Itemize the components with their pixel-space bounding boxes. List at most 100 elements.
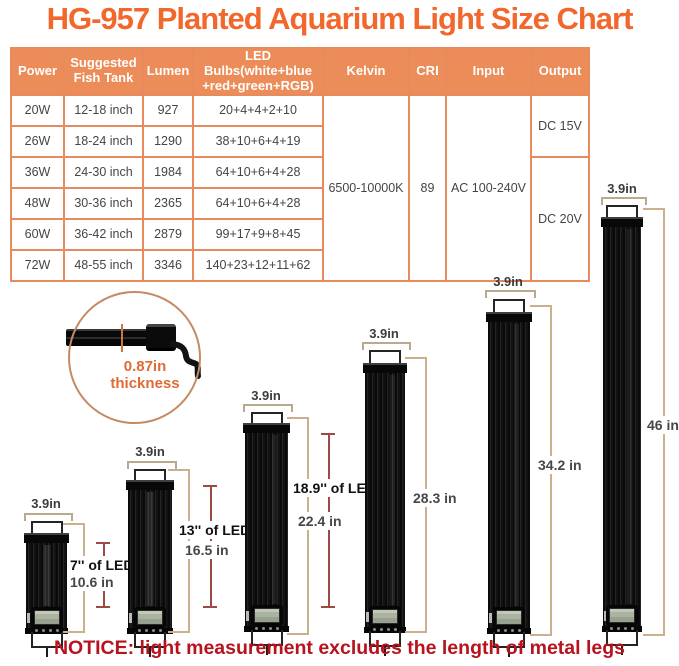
light1-length-label: 10.6 in xyxy=(67,573,117,591)
pointer-pin xyxy=(45,648,48,657)
light4-width-label: 3.9in xyxy=(369,326,399,341)
body-highlight xyxy=(626,229,632,604)
cell-lumen: 2365 xyxy=(142,186,194,220)
page-title: HG-957 Planted Aquarium Light Size Chart xyxy=(46,1,634,36)
header-power: Power xyxy=(10,47,65,96)
end-cap xyxy=(25,628,68,634)
light3-width-bracket xyxy=(243,404,293,412)
pointer-pin xyxy=(621,646,623,655)
light-bar xyxy=(486,312,532,634)
end-cap xyxy=(602,626,642,632)
pointer-pin xyxy=(384,647,386,656)
lcd-display xyxy=(33,610,60,625)
light-bar xyxy=(243,423,290,632)
cell-tank: 24-30 inch xyxy=(63,155,144,189)
cell-tank: 12-18 inch xyxy=(63,93,144,127)
metal-legs-top xyxy=(493,299,525,314)
light-unit-4 xyxy=(363,350,407,656)
brand-tag xyxy=(604,611,607,621)
light1-width-bracket xyxy=(24,513,73,521)
brand-tag xyxy=(27,613,30,623)
end-cap xyxy=(363,363,407,373)
metal-legs-top xyxy=(369,350,401,365)
light-unit-2 xyxy=(126,469,174,657)
control-buttons xyxy=(497,629,521,632)
light3-led-tick-top xyxy=(321,433,335,435)
pointer-pin xyxy=(508,648,510,657)
table-row: 60W 36-42 inch 2879 99+17+9+8+45 xyxy=(10,217,589,251)
cell-power: 20W xyxy=(10,93,65,127)
header-led-line2: +red+green+RGB) xyxy=(202,77,314,93)
cell-kelvin: 6500-10000K xyxy=(322,93,410,282)
light4-length-label: 28.3 in xyxy=(410,489,460,507)
end-cap xyxy=(601,217,643,227)
cell-led: 140+23+12+11+62 xyxy=(192,248,324,282)
table-row: 20W 12-18 inch 927 20+4+4+2+10 6500-1000… xyxy=(10,93,590,282)
cell-power: 48W xyxy=(10,186,65,220)
cell-tank: 30-36 inch xyxy=(63,186,144,220)
metal-legs-top xyxy=(30,521,63,535)
light6-width-label: 3.9in xyxy=(607,181,637,196)
control-buttons xyxy=(34,629,59,632)
light5-length-tick-top xyxy=(530,305,550,307)
metal-legs-bottom xyxy=(250,630,283,646)
metal-legs-top xyxy=(606,205,638,219)
header-led-bulbs: LED Bulbs(white+blue +red+green+RGB) xyxy=(192,47,324,96)
cell-tank: 18-24 inch xyxy=(63,124,144,158)
header-led-line1: LED Bulbs(white+blue xyxy=(204,48,312,78)
light6-length-label: 46 in xyxy=(644,416,679,434)
center-groove xyxy=(146,492,154,606)
control-buttons xyxy=(373,628,397,631)
light4-length-tick-top xyxy=(405,357,425,359)
lcd-display xyxy=(609,608,635,623)
brand-tag xyxy=(366,612,369,622)
metal-legs-bottom xyxy=(134,632,166,648)
metal-legs-top xyxy=(250,412,283,425)
light2-led-tick-bottom xyxy=(203,606,217,608)
header-input: Input xyxy=(445,47,532,96)
light-bar xyxy=(126,480,174,634)
metal-legs-bottom xyxy=(606,630,638,646)
light-unit-1 xyxy=(24,521,69,657)
light6-length-tick-top xyxy=(643,208,663,210)
brand-tag xyxy=(246,611,249,621)
cell-output-dc15v: DC 15V xyxy=(530,93,590,158)
light2-length-label: 16.5 in xyxy=(182,541,232,559)
cell-power: 60W xyxy=(10,217,65,251)
light5-length-tick-bottom xyxy=(530,634,550,636)
cell-lumen: 3346 xyxy=(142,248,194,282)
metal-legs-bottom xyxy=(493,632,525,648)
light2-length-tick-bottom xyxy=(168,631,188,633)
header-fish-tank: Suggested Fish Tank xyxy=(63,47,144,96)
light1-width-label: 3.9in xyxy=(31,496,61,511)
header-cri: CRI xyxy=(408,47,447,96)
light3-led-label: 18.9'' of LED xyxy=(290,479,379,497)
lcd-display xyxy=(253,608,280,623)
light6-width-bracket xyxy=(601,197,647,205)
end-cap xyxy=(486,312,532,322)
light6-length-tick-bottom xyxy=(643,634,663,636)
end-cap xyxy=(487,628,531,634)
end-cap xyxy=(126,480,174,490)
pointer-pin xyxy=(265,646,268,655)
light3-width-label: 3.9in xyxy=(251,388,281,403)
table-row: 48W 30-36 inch 2365 64+10+6+4+28 xyxy=(10,186,589,220)
light4-length-tick-bottom xyxy=(405,631,425,633)
cell-lumen: 2879 xyxy=(142,217,194,251)
cell-led: 20+4+4+2+10 xyxy=(192,93,324,127)
light-bar xyxy=(363,363,407,633)
light2-width-label: 3.9in xyxy=(135,444,165,459)
metal-legs-top xyxy=(134,469,166,483)
light3-length-tick-top xyxy=(287,417,307,419)
light5-length-label: 34.2 in xyxy=(535,456,585,474)
body-highlight xyxy=(271,435,277,604)
light-bar xyxy=(24,533,69,634)
cell-lumen: 1984 xyxy=(142,155,194,189)
light3-led-tick-bottom xyxy=(321,606,335,608)
cell-power: 26W xyxy=(10,124,65,158)
light4-width-bracket xyxy=(362,342,411,350)
cell-lumen: 1290 xyxy=(142,124,194,158)
end-cap xyxy=(364,627,406,633)
thickness-label: 0.87in thickness xyxy=(110,358,180,392)
